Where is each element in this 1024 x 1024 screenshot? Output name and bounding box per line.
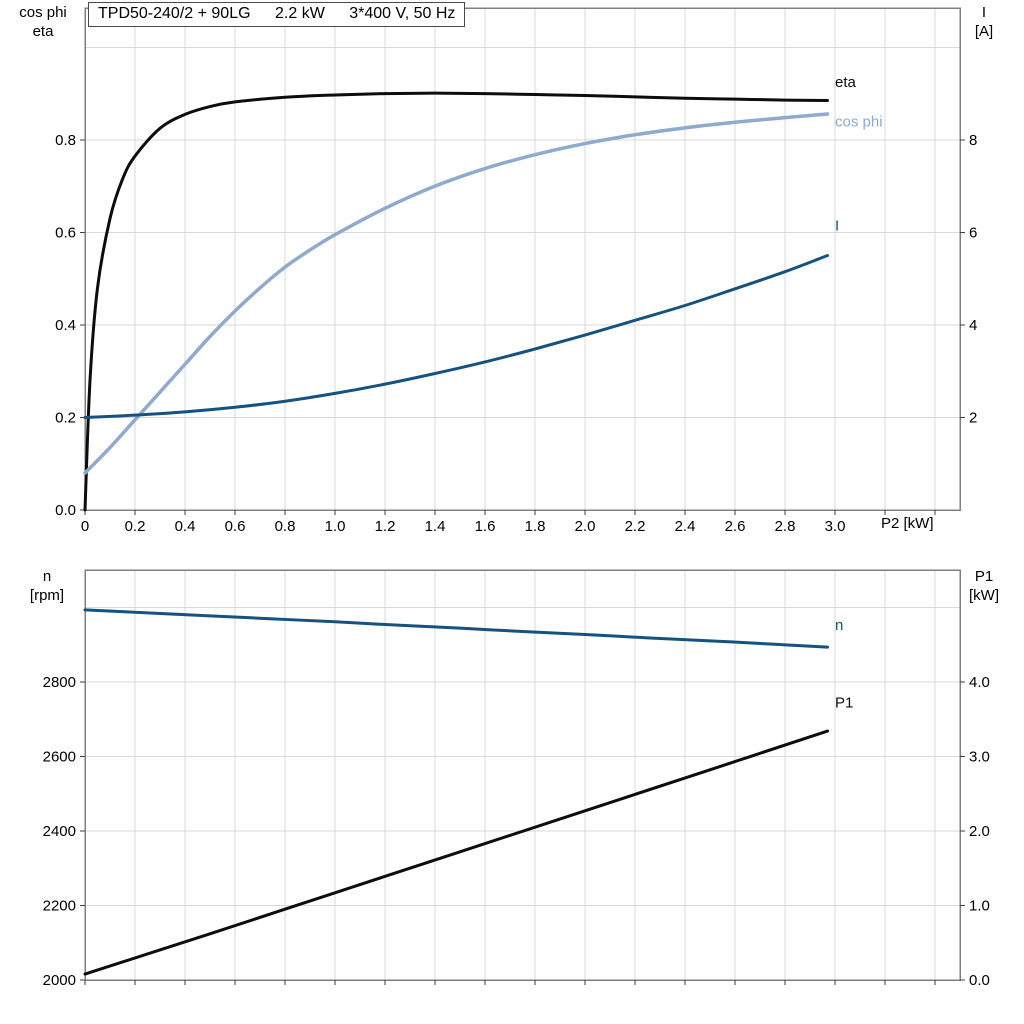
axis-title-current: I [981,4,987,21]
x-tick-label: 0.2 [125,518,146,535]
x-tick-label: 2.8 [775,518,796,535]
plot-frame [84,569,961,981]
x-tick-label: 0.4 [175,518,196,535]
x-axis-label-p2: P2 [kW] [881,515,934,532]
axis-title-speed-unit: [rpm] [29,587,65,604]
x-tick-label: 0.6 [225,518,246,535]
axis-title-current-unit: [A] [974,23,994,40]
supply-label: 3*400 V, 50 Hz [349,5,456,22]
curve-label-eta: eta [835,74,857,91]
left-tick-label: 2600 [43,748,76,765]
left-tick-label: 2400 [43,823,76,840]
curve-label-speed: n [835,617,843,634]
left-axis-title-top-chart: cos phi eta [2,3,84,41]
curve-label-cos-phi: cos phi [835,113,883,130]
x-tick-label: 2.6 [725,518,746,535]
x-tick-label: 1.6 [475,518,496,535]
curve-speed [83,608,829,649]
right-axis-title-top-chart: I [A] [954,3,1014,41]
x-tick-label: 2.4 [675,518,696,535]
right-tick-label: 1.0 [969,897,990,914]
curve-label-current: I [835,217,839,234]
curve-eta [83,91,829,512]
right-axis-title-bottom-chart: P1 [kW] [954,567,1014,605]
curve-power-input [83,729,829,976]
speed-power-chart: 2000 2200 2400 2600 2800 0.0 1.0 2.0 3.0 4.0 n P1 [43,569,990,989]
right-tick-label: 6 [969,224,977,241]
right-tick-label: 2.0 [969,823,990,840]
left-tick-label: 0.8 [55,132,76,149]
right-tick-label: 8 [969,132,977,149]
left-tick-label: 0.4 [55,317,76,334]
left-tick-label: 0.6 [55,224,76,241]
right-tick-label: 2 [969,409,977,426]
right-tick-label: 3.0 [969,748,990,765]
curve-current [83,254,829,419]
left-tick-label: 2200 [43,897,76,914]
axis-title-cos-phi: cos phi [19,4,67,21]
left-tick-label: 2000 [43,972,76,989]
axis-title-eta: eta [32,23,54,40]
motor-power-label: 2.2 kW [275,5,325,22]
x-tick-label: 1.0 [325,518,346,535]
chart-title-box: TPD50-240/2 + 90LG 2.2 kW 3*400 V, 50 Hz [88,2,466,27]
left-axis-title-bottom-chart: n [rpm] [7,567,87,605]
right-tick-label: 0.0 [969,972,990,989]
right-tick-label: 4 [969,317,977,334]
curve-label-power-input: P1 [835,695,853,712]
pump-model-label: TPD50-240/2 + 90LG [98,5,251,22]
x-tick-label: 1.8 [525,518,546,535]
left-tick-label: 2800 [43,674,76,691]
x-axis-title: P2 [kW] [881,514,934,533]
axis-title-p1: P1 [974,568,994,585]
motor-efficiency-chart: 0 0.2 0.4 0.6 0.8 1.0 1.2 1.4 1.6 1.8 2.0 2.2 2.4 2.6… [55,7,977,535]
plot-frame [84,7,961,511]
axis-title-speed: n [42,568,52,585]
x-tick-label: 0 [81,518,89,535]
x-tick-label: 1.4 [425,518,446,535]
right-tick-label: 4.0 [969,674,990,691]
axis-title-p1-unit: [kW] [969,587,999,604]
x-tick-label: 2.0 [575,518,596,535]
x-tick-label: 1.2 [375,518,396,535]
left-tick-label: 0.2 [55,409,76,426]
x-tick-label: 3.0 [825,518,846,535]
x-tick-label: 2.2 [625,518,646,535]
left-tick-label: 0.0 [55,502,76,519]
curve-cos-phi [83,112,830,475]
x-tick-label: 0.8 [275,518,296,535]
